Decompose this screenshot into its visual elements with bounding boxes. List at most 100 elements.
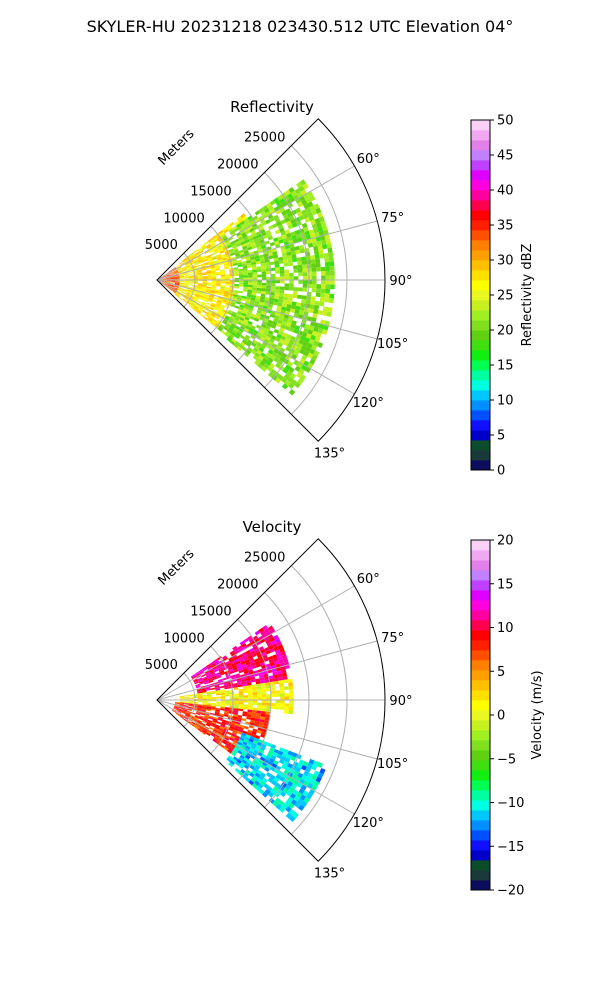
data-cell — [239, 745, 246, 751]
data-cell — [255, 678, 261, 682]
data-cell — [185, 264, 191, 268]
data-cell — [241, 261, 247, 265]
data-cell — [185, 714, 190, 718]
data-cell — [233, 290, 239, 293]
data-cell — [232, 756, 239, 762]
data-cell — [243, 704, 249, 708]
data-cell — [274, 637, 281, 644]
colorbar-swatch — [471, 250, 490, 261]
data-cell — [241, 243, 247, 248]
data-cell — [199, 306, 204, 310]
data-cell — [256, 233, 263, 239]
data-cell — [314, 322, 320, 328]
colorbar-swatch — [471, 230, 490, 241]
data-cell — [187, 257, 192, 261]
data-cell — [255, 324, 262, 330]
data-cell — [281, 672, 288, 677]
data-cell — [274, 314, 280, 320]
data-cell — [174, 271, 179, 274]
data-cell — [285, 346, 292, 352]
data-cell — [197, 275, 203, 277]
data-cell — [246, 714, 252, 718]
data-cell — [218, 716, 224, 720]
data-cell — [174, 293, 179, 298]
data-cell — [213, 667, 218, 672]
data-cell — [265, 682, 271, 686]
data-cell — [174, 283, 180, 286]
data-cell — [261, 288, 267, 292]
data-cell — [287, 750, 294, 756]
data-cell — [184, 275, 189, 278]
data-cell — [266, 322, 272, 328]
data-cell — [280, 276, 285, 280]
data-cell — [319, 235, 326, 241]
data-cell — [219, 670, 225, 674]
data-cell — [183, 296, 189, 300]
data-cell — [265, 268, 271, 272]
data-cell — [228, 656, 234, 661]
data-cell — [303, 327, 309, 334]
data-cell — [252, 740, 259, 745]
data-cell — [312, 241, 318, 247]
data-cell — [181, 291, 186, 295]
data-cell — [251, 244, 257, 249]
data-cell — [223, 738, 229, 743]
data-cell — [273, 371, 281, 378]
data-cell — [229, 250, 235, 255]
data-cell — [255, 785, 262, 792]
data-cell — [213, 668, 219, 673]
data-cell — [217, 298, 223, 302]
data-cell — [252, 774, 259, 781]
data-cell — [177, 289, 182, 292]
data-cell — [303, 226, 309, 233]
data-cell — [251, 782, 258, 789]
data-cell — [273, 657, 279, 662]
data-cell — [226, 664, 232, 669]
data-cell — [296, 257, 302, 262]
data-cell — [307, 271, 312, 277]
data-cell — [282, 255, 288, 261]
data-cell — [182, 709, 188, 712]
data-cell — [279, 198, 286, 204]
data-cell — [175, 712, 180, 716]
data-cell — [253, 658, 260, 663]
data-cell — [302, 268, 308, 273]
data-cell — [282, 237, 289, 243]
data-cell — [266, 280, 271, 283]
data-cell — [256, 653, 263, 659]
data-cell — [169, 273, 175, 276]
data-cell — [265, 649, 271, 655]
data-cell — [210, 708, 216, 711]
colorbar-swatch — [471, 200, 490, 211]
colorbar-swatch — [471, 290, 490, 301]
data-cell — [243, 227, 250, 233]
data-cell — [174, 702, 180, 705]
data-cell — [255, 298, 261, 302]
data-cell — [277, 750, 284, 756]
data-cell — [202, 667, 208, 672]
data-cell — [219, 250, 225, 254]
data-cell — [189, 294, 195, 298]
data-cell — [169, 284, 175, 287]
data-cell — [201, 673, 206, 678]
data-cell — [294, 365, 301, 372]
data-cell — [249, 315, 255, 321]
data-cell — [227, 335, 233, 341]
data-cell — [257, 697, 262, 700]
data-cell — [243, 697, 249, 700]
data-cell — [297, 294, 303, 300]
colorbar-tick-label: 10 — [497, 621, 514, 636]
data-cell — [310, 219, 317, 226]
data-cell — [185, 293, 190, 297]
data-cell — [285, 812, 293, 819]
data-cell — [317, 309, 323, 316]
data-cell — [218, 727, 224, 732]
data-cell — [251, 752, 258, 757]
colorbar-swatch — [471, 680, 490, 691]
data-cell — [190, 303, 195, 307]
data-cell — [169, 285, 174, 288]
data-cell — [165, 283, 170, 285]
data-cell — [184, 702, 189, 704]
data-cell — [263, 758, 270, 764]
data-cell — [311, 267, 317, 272]
